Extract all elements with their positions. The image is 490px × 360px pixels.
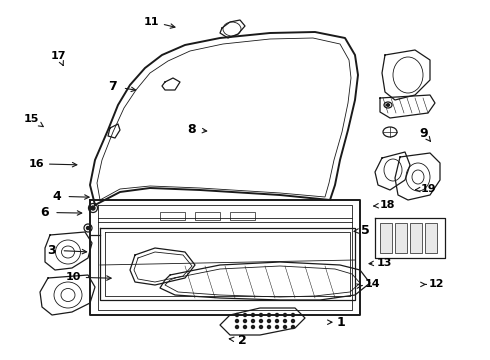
Circle shape: [284, 320, 287, 323]
Circle shape: [236, 314, 239, 316]
Circle shape: [268, 314, 270, 316]
Text: 16: 16: [29, 159, 45, 169]
Text: 15: 15: [24, 114, 40, 124]
Circle shape: [292, 314, 294, 316]
Circle shape: [244, 325, 246, 328]
Circle shape: [236, 325, 239, 328]
Text: 12: 12: [428, 279, 444, 289]
Text: 5: 5: [361, 224, 369, 237]
Circle shape: [275, 325, 278, 328]
Circle shape: [292, 325, 294, 328]
Text: 18: 18: [379, 200, 395, 210]
Bar: [380, 223, 392, 253]
Text: 7: 7: [108, 80, 117, 93]
Circle shape: [275, 314, 278, 316]
Circle shape: [251, 314, 254, 316]
Text: 11: 11: [144, 17, 160, 27]
Circle shape: [244, 314, 246, 316]
Text: 13: 13: [377, 258, 392, 268]
Text: 4: 4: [52, 190, 61, 203]
Text: 9: 9: [419, 127, 428, 140]
Text: 14: 14: [365, 279, 380, 289]
Circle shape: [244, 320, 246, 323]
Text: 10: 10: [66, 272, 81, 282]
Circle shape: [268, 320, 270, 323]
Bar: [160, 212, 185, 220]
Ellipse shape: [91, 206, 95, 210]
Circle shape: [251, 320, 254, 323]
Bar: [195, 212, 220, 220]
Text: 3: 3: [47, 244, 56, 257]
Text: 17: 17: [51, 51, 67, 61]
Bar: [410, 223, 422, 253]
Circle shape: [260, 314, 263, 316]
Text: 8: 8: [187, 123, 196, 136]
Ellipse shape: [87, 226, 90, 230]
Bar: [230, 212, 255, 220]
Circle shape: [251, 325, 254, 328]
Circle shape: [236, 320, 239, 323]
Text: 19: 19: [421, 184, 437, 194]
Circle shape: [268, 325, 270, 328]
Text: 6: 6: [40, 206, 49, 219]
Text: 2: 2: [238, 334, 247, 347]
Circle shape: [284, 314, 287, 316]
Ellipse shape: [387, 104, 390, 106]
Circle shape: [260, 320, 263, 323]
Circle shape: [260, 325, 263, 328]
Circle shape: [292, 320, 294, 323]
Circle shape: [284, 325, 287, 328]
Bar: [425, 223, 437, 253]
Text: 1: 1: [336, 316, 345, 329]
Bar: [395, 223, 407, 253]
Circle shape: [275, 320, 278, 323]
